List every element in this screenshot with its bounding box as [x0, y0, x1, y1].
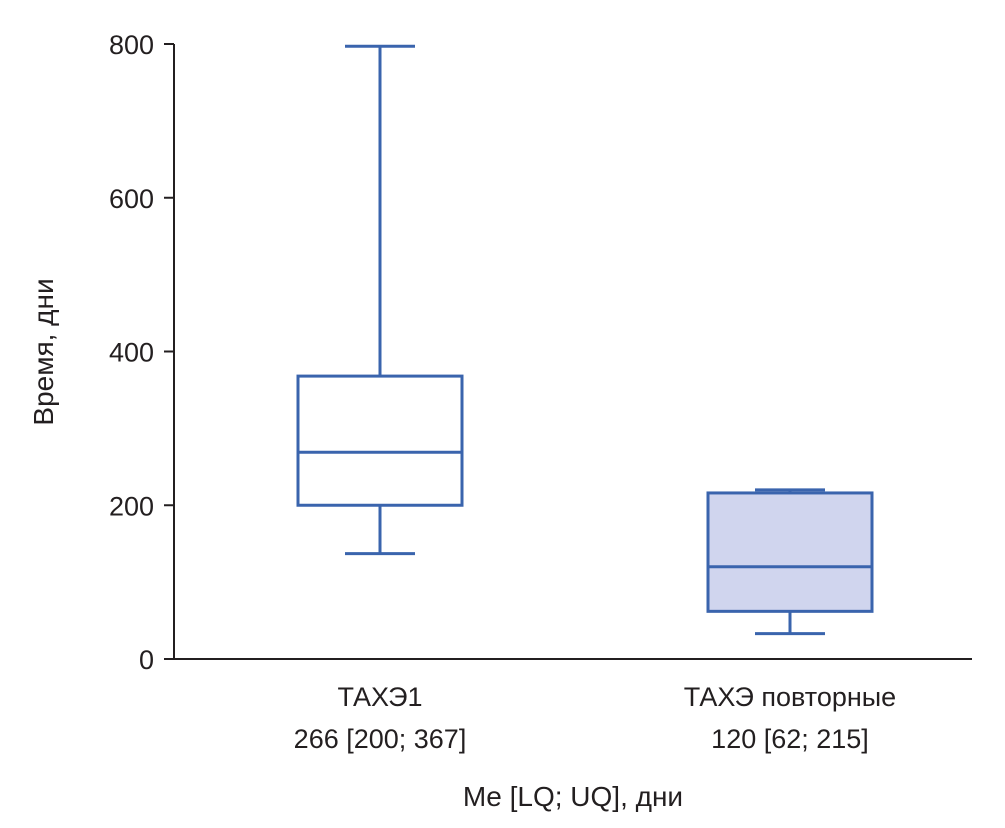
x-category-label: ТАХЭ1: [337, 682, 422, 712]
y-tick-label: 0: [139, 645, 154, 675]
x-category-stats-label: 120 [62; 215]: [711, 724, 869, 754]
boxes: [296, 44, 874, 636]
x-category-stats-label: 266 [200; 367]: [294, 724, 467, 754]
y-tick-label: 400: [109, 338, 154, 368]
y-tick-label: 200: [109, 491, 154, 521]
y-axis-title: Время, дни: [28, 278, 59, 425]
iqr-box: [296, 374, 464, 507]
x-axis-title: Me [LQ; UQ], дни: [463, 781, 683, 812]
axes: 0 200 400 600 800 ТАХЭ1 266 [200; 367] ТАХЭ пов…: [109, 30, 972, 754]
box-group: [706, 488, 874, 636]
y-tick-label: 600: [109, 184, 154, 214]
y-tick-label: 800: [109, 30, 154, 60]
x-category-label: ТАХЭ повторные: [684, 682, 896, 712]
box-group: [296, 44, 464, 556]
labels: Время, дни Me [LQ; UQ], дни: [28, 278, 683, 812]
iqr-box: [706, 491, 874, 613]
